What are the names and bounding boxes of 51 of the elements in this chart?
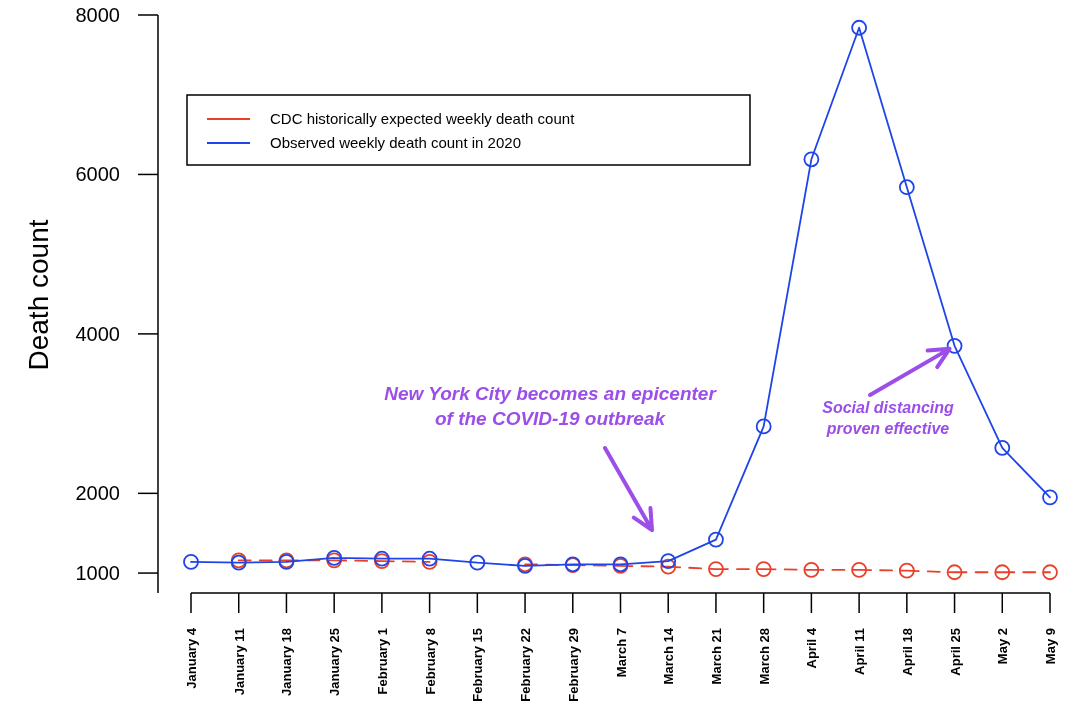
y-axis-title: Death count [23, 219, 54, 371]
x-tick-label: March 28 [756, 628, 772, 685]
point [421, 550, 438, 567]
annotation: New York City becomes an epicenter of the COVID-19 outbreak [384, 383, 718, 429]
y-tick-label: 4000 [75, 322, 120, 345]
x-tick-label: February 22 [518, 628, 534, 702]
legend-label: CDC historically expected weekly death count [270, 110, 576, 128]
x-tick-label: January 11 [231, 628, 247, 696]
point [708, 561, 724, 577]
x-tick-label: April 4 [804, 627, 820, 669]
point [898, 562, 915, 579]
point [708, 531, 724, 548]
x-tick-label: March 21 [708, 628, 724, 685]
x-tick-label: January 25 [327, 628, 343, 696]
legend-label: Observed weekly death count in 2020 [270, 134, 521, 152]
x-tick-label: April 18 [899, 628, 915, 676]
point [755, 418, 772, 435]
x-tick-label: April 25 [947, 628, 963, 676]
y-tick-label: 1000 [75, 562, 120, 585]
x-tick-label: February 1 [374, 628, 390, 695]
point [660, 553, 677, 570]
point [994, 440, 1011, 456]
point [1042, 489, 1058, 506]
y-tick-label: 8000 [75, 4, 120, 26]
point [660, 558, 677, 575]
point [1042, 564, 1058, 581]
x-tick-label: February 15 [470, 628, 486, 702]
y-tick-label: 2000 [75, 482, 120, 505]
x-tick-label: March 7 [613, 628, 629, 678]
x-tick-label: April 11 [852, 628, 868, 675]
x-tick-label: March 14 [661, 627, 677, 685]
x-tick-label: January 4 [184, 627, 199, 689]
point [946, 564, 963, 581]
point [898, 179, 915, 196]
annotation: Social distancing proven effective [822, 399, 955, 437]
y-tick-label: 6000 [75, 163, 120, 186]
point [946, 337, 963, 354]
point [183, 554, 199, 570]
point [851, 19, 868, 36]
x-tick-label: January 18 [279, 628, 295, 696]
point [469, 554, 486, 571]
point [994, 564, 1011, 581]
x-tick-label: May 2 [995, 628, 1011, 665]
point [803, 561, 820, 578]
point [421, 554, 438, 570]
point [851, 561, 868, 578]
x-tick-label: May 9 [1043, 628, 1058, 665]
x-tick-label: February 8 [422, 628, 438, 695]
point [803, 151, 820, 168]
x-tick-label: February 29 [565, 628, 581, 702]
point [755, 561, 772, 577]
